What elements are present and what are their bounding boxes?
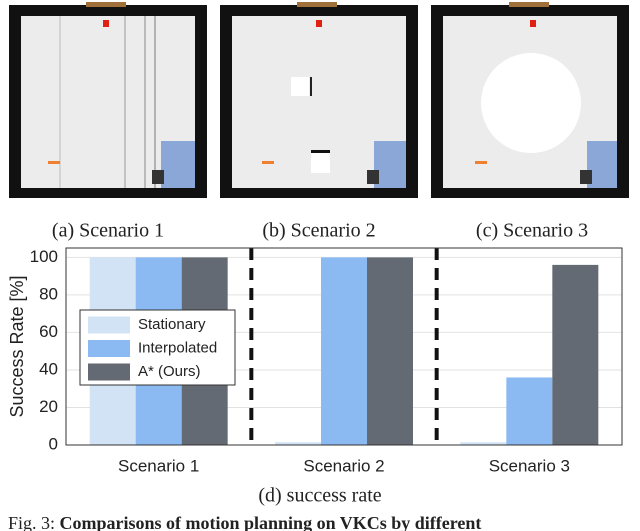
figure-caption: Fig. 3: Comparisons of motion planning o… bbox=[8, 513, 481, 531]
legend-swatch bbox=[88, 340, 130, 357]
bar bbox=[275, 442, 321, 445]
panel-caption: (a) Scenario 1 bbox=[52, 220, 164, 242]
bar bbox=[506, 377, 553, 445]
bar bbox=[460, 442, 507, 445]
y-tick-label: 20 bbox=[39, 397, 58, 416]
y-tick-label: 80 bbox=[39, 284, 58, 303]
scenario-image bbox=[220, 2, 418, 198]
y-tick-label: 60 bbox=[39, 322, 58, 341]
panel-caption: (c) Scenario 3 bbox=[476, 220, 588, 242]
legend-swatch bbox=[88, 363, 130, 381]
legend-label: A* (Ours) bbox=[138, 363, 201, 380]
legend-swatch bbox=[88, 316, 130, 334]
caption-label: Fig. 3: bbox=[8, 513, 55, 531]
bar bbox=[552, 264, 599, 445]
y-tick-label: 100 bbox=[30, 247, 58, 266]
x-tick-label: Scenario 2 bbox=[303, 456, 384, 475]
x-tick-label: Scenario 3 bbox=[489, 456, 570, 475]
legend-label: Interpolated bbox=[138, 339, 217, 356]
bar-chart: 0 20 40 60 80 100 Scenario 1 Scenario 2 Scenario… bbox=[7, 247, 623, 475]
x-tick-label: Scenario 1 bbox=[118, 456, 199, 475]
bar bbox=[321, 257, 367, 445]
panel-caption: (b) Scenario 2 bbox=[262, 220, 375, 242]
plot-frame bbox=[65, 247, 623, 446]
y-tick-label: 40 bbox=[39, 359, 58, 378]
caption-text: Comparisons of motion planning on VKCs b… bbox=[60, 513, 482, 531]
bar bbox=[367, 257, 413, 445]
scenario-image bbox=[9, 2, 207, 198]
y-axis-label: Success Rate [%] bbox=[7, 275, 27, 417]
y-tick-label: 0 bbox=[49, 434, 58, 453]
legend-label: Stationary bbox=[138, 316, 206, 333]
chart-caption: (d) success rate bbox=[258, 485, 381, 507]
scenario-image bbox=[431, 2, 629, 198]
